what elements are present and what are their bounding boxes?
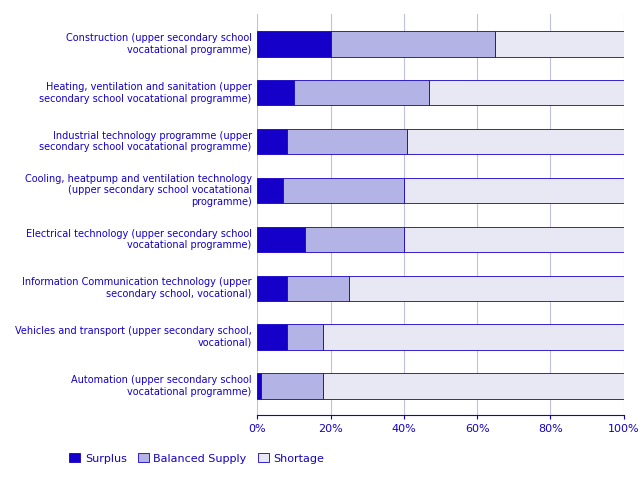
Bar	[257, 227, 305, 252]
Bar	[283, 178, 404, 203]
Bar	[257, 80, 294, 105]
Bar	[331, 31, 496, 57]
Bar	[257, 373, 261, 399]
Bar	[349, 276, 624, 301]
Bar	[257, 325, 287, 350]
Bar	[294, 80, 430, 105]
Bar	[287, 325, 323, 350]
Bar	[257, 129, 287, 154]
Bar	[404, 178, 624, 203]
Bar	[404, 227, 624, 252]
Bar	[257, 31, 331, 57]
Bar	[287, 276, 349, 301]
Legend: Surplus, Balanced Supply, Shortage: Surplus, Balanced Supply, Shortage	[65, 449, 329, 468]
Bar	[408, 129, 624, 154]
Bar	[257, 276, 287, 301]
Bar	[257, 178, 283, 203]
Bar	[323, 373, 624, 399]
Bar	[305, 227, 404, 252]
Bar	[430, 80, 624, 105]
Bar	[261, 373, 323, 399]
Bar	[287, 129, 408, 154]
Bar	[496, 31, 624, 57]
Bar	[323, 325, 624, 350]
